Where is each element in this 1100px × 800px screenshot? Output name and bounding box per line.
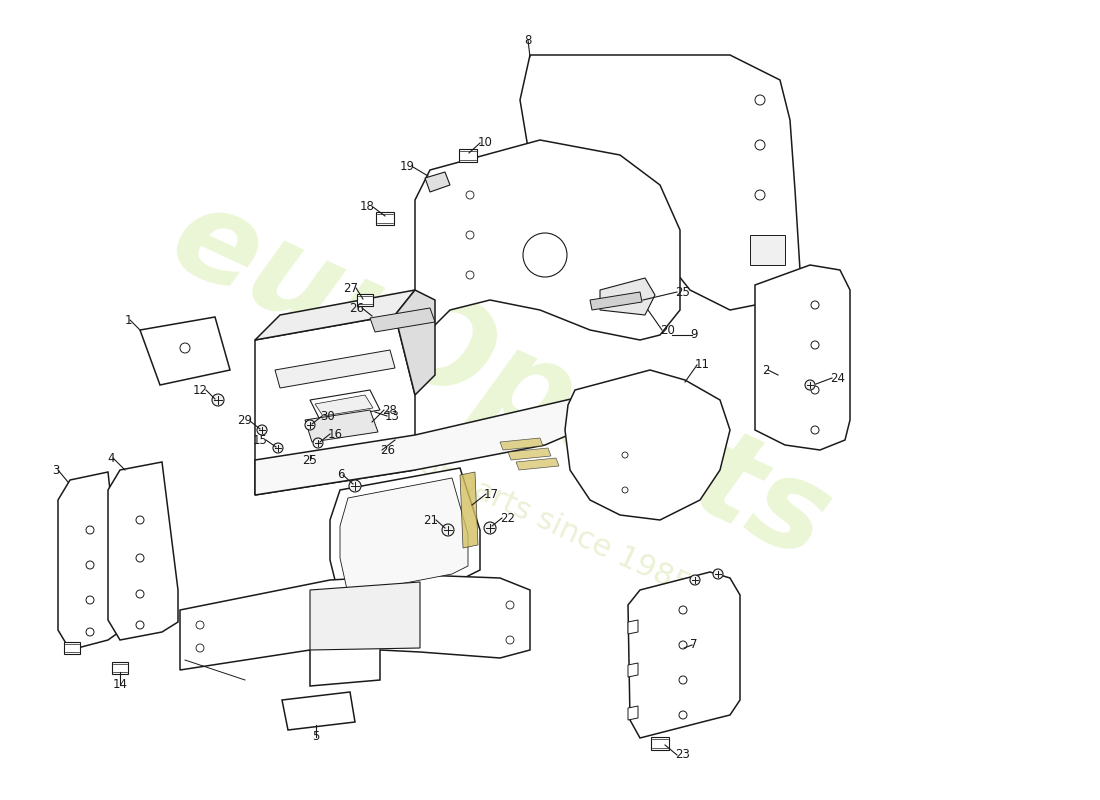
Polygon shape: [255, 315, 415, 495]
Text: 24: 24: [830, 371, 845, 385]
Text: 28: 28: [382, 403, 397, 417]
Text: 7: 7: [690, 638, 697, 651]
Polygon shape: [310, 582, 420, 650]
Polygon shape: [340, 478, 468, 594]
Circle shape: [484, 522, 496, 534]
Text: 22: 22: [500, 511, 515, 525]
Text: 14: 14: [112, 678, 128, 691]
Polygon shape: [140, 317, 230, 385]
Text: 20: 20: [660, 323, 675, 337]
Polygon shape: [459, 149, 477, 162]
Polygon shape: [315, 395, 373, 416]
Text: 13: 13: [385, 410, 400, 422]
Polygon shape: [590, 292, 642, 310]
Text: 3: 3: [53, 463, 60, 477]
Polygon shape: [460, 472, 478, 548]
Polygon shape: [305, 410, 378, 442]
Text: 29: 29: [236, 414, 252, 427]
Polygon shape: [376, 211, 394, 225]
Polygon shape: [425, 172, 450, 192]
Polygon shape: [108, 462, 178, 640]
Circle shape: [442, 524, 454, 536]
Text: 11: 11: [695, 358, 710, 371]
Polygon shape: [370, 308, 434, 332]
Polygon shape: [500, 438, 543, 450]
Text: 10: 10: [478, 137, 493, 150]
Text: 18: 18: [360, 201, 375, 214]
Polygon shape: [565, 370, 730, 520]
Polygon shape: [358, 294, 373, 306]
Polygon shape: [516, 458, 559, 470]
Text: 15: 15: [253, 434, 268, 446]
Polygon shape: [310, 390, 380, 420]
Text: 5: 5: [312, 730, 320, 743]
Polygon shape: [628, 620, 638, 634]
Text: 17: 17: [484, 487, 499, 501]
Circle shape: [690, 575, 700, 585]
Polygon shape: [64, 642, 80, 654]
Text: 6: 6: [338, 469, 345, 482]
Polygon shape: [520, 55, 800, 310]
Polygon shape: [282, 692, 355, 730]
Text: 25: 25: [675, 286, 690, 298]
Polygon shape: [180, 575, 530, 686]
Circle shape: [273, 443, 283, 453]
Circle shape: [257, 425, 267, 435]
Circle shape: [314, 438, 323, 448]
Circle shape: [212, 394, 224, 406]
Text: 4: 4: [108, 451, 115, 465]
Polygon shape: [628, 572, 740, 738]
Polygon shape: [415, 140, 680, 340]
Polygon shape: [750, 235, 785, 265]
Text: 19: 19: [400, 161, 415, 174]
Text: 30: 30: [320, 410, 334, 422]
Text: 2: 2: [762, 363, 770, 377]
Polygon shape: [395, 290, 434, 395]
Polygon shape: [255, 390, 620, 495]
Text: 9: 9: [690, 329, 697, 342]
Text: 27: 27: [343, 282, 358, 294]
Polygon shape: [275, 350, 395, 388]
Circle shape: [349, 480, 361, 492]
Text: 26: 26: [379, 443, 395, 457]
Text: 8: 8: [525, 34, 531, 46]
Text: 26: 26: [349, 302, 364, 314]
Text: 12: 12: [192, 383, 208, 397]
Circle shape: [305, 420, 315, 430]
Circle shape: [805, 380, 815, 390]
Text: 23: 23: [675, 749, 690, 762]
Polygon shape: [58, 472, 122, 650]
Polygon shape: [628, 663, 638, 677]
Polygon shape: [651, 737, 669, 750]
Circle shape: [713, 569, 723, 579]
Text: 25: 25: [302, 454, 318, 466]
Polygon shape: [600, 278, 654, 315]
Polygon shape: [628, 706, 638, 720]
Text: 1: 1: [124, 314, 132, 326]
Polygon shape: [255, 290, 415, 340]
Polygon shape: [508, 448, 551, 460]
Text: a passion for parts since 1985: a passion for parts since 1985: [265, 379, 695, 601]
Polygon shape: [330, 468, 480, 600]
Text: 16: 16: [328, 427, 343, 441]
Polygon shape: [755, 265, 850, 450]
Polygon shape: [112, 662, 128, 674]
Text: eurOparts: eurOparts: [152, 175, 848, 585]
Text: 21: 21: [424, 514, 438, 526]
